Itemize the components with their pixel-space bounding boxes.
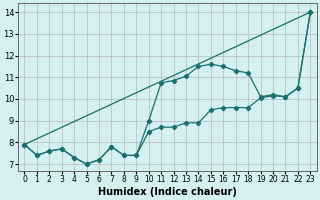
X-axis label: Humidex (Indice chaleur): Humidex (Indice chaleur) — [98, 187, 237, 197]
